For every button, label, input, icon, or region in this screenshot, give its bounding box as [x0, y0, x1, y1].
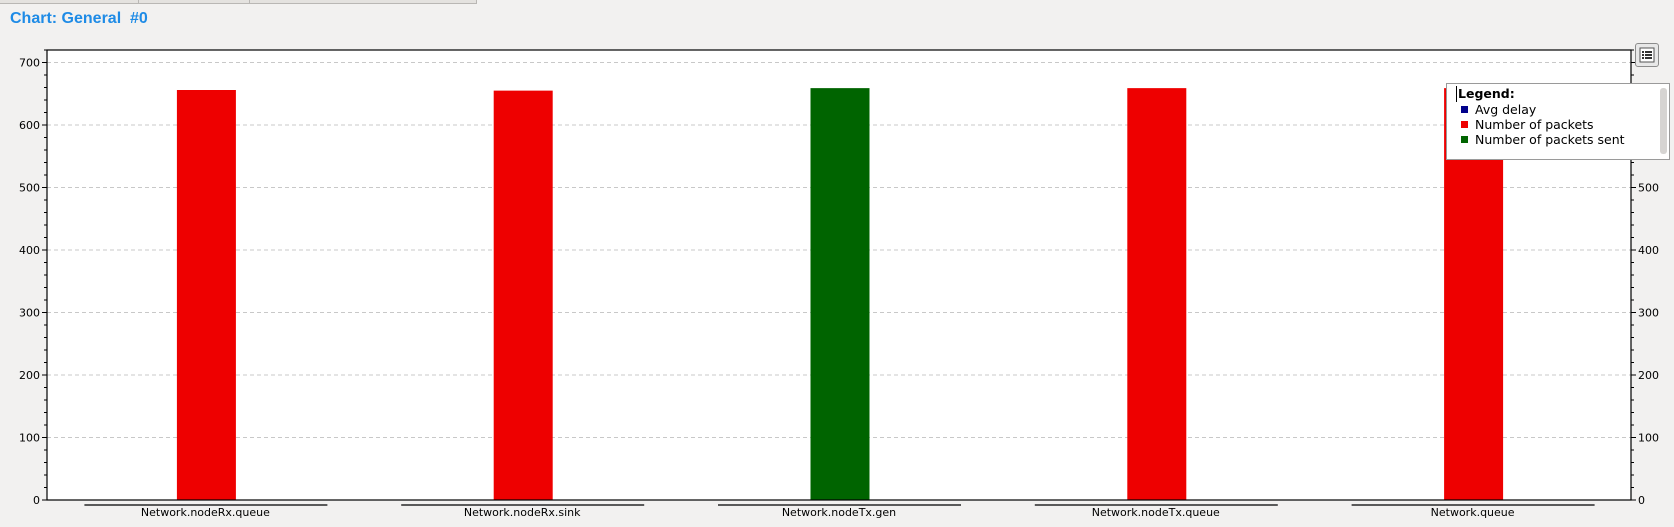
bar [810, 88, 870, 500]
legend-item-number-of-packets-sent: Number of packets sent [1461, 132, 1625, 147]
legend-scrollbar[interactable] [1660, 88, 1667, 154]
tab[interactable] [139, 0, 250, 4]
y-tick-label-left: 600 [19, 119, 40, 132]
legend-item-label: Number of packets [1475, 117, 1594, 132]
chart-title: Chart: General #0 [10, 10, 148, 27]
tab-strip [0, 0, 640, 4]
legend-item-avg-delay: Avg delay [1461, 102, 1536, 117]
y-tick-label-left: 700 [19, 57, 40, 70]
tab[interactable] [0, 0, 139, 4]
tab[interactable] [250, 0, 477, 4]
bar [493, 90, 553, 500]
legend-title: Legend: [1456, 86, 1515, 102]
legend-swatch [1461, 121, 1468, 128]
legend-swatch [1461, 106, 1468, 113]
x-category-label: Network.nodeTx.queue [1092, 506, 1220, 519]
y-tick-label-right: 500 [1638, 182, 1659, 195]
x-category-label: Network.nodeRx.queue [141, 506, 270, 519]
x-category-label: Network.nodeRx.sink [464, 506, 581, 519]
y-tick-label-left: 300 [19, 307, 40, 320]
y-tick-label-left: 500 [19, 182, 40, 195]
y-tick-label-right: 300 [1638, 307, 1659, 320]
legend-toggle-button[interactable] [1635, 43, 1659, 67]
y-tick-label-left: 200 [19, 369, 40, 382]
y-tick-label-left: 0 [33, 494, 40, 507]
y-tick-label-right: 0 [1638, 494, 1645, 507]
y-tick-label-left: 400 [19, 244, 40, 257]
bar [1127, 88, 1187, 500]
x-category-label: Network.nodeTx.gen [782, 506, 896, 519]
legend-item-label: Avg delay [1475, 102, 1537, 117]
legend-swatch [1461, 136, 1468, 143]
y-tick-label-right: 100 [1638, 432, 1659, 445]
legend-item-label: Number of packets sent [1475, 132, 1625, 147]
x-category-label: Network.queue [1431, 506, 1515, 519]
bar [176, 90, 236, 500]
y-tick-label-right: 400 [1638, 244, 1659, 257]
list-icon [1639, 47, 1655, 63]
y-tick-label-right: 200 [1638, 369, 1659, 382]
plot-frame [46, 49, 1632, 501]
y-tick-label-left: 100 [19, 432, 40, 445]
legend-item-number-of-packets: Number of packets [1461, 117, 1594, 132]
legend: Legend: Avg delay Number of packets Numb… [1446, 83, 1670, 160]
